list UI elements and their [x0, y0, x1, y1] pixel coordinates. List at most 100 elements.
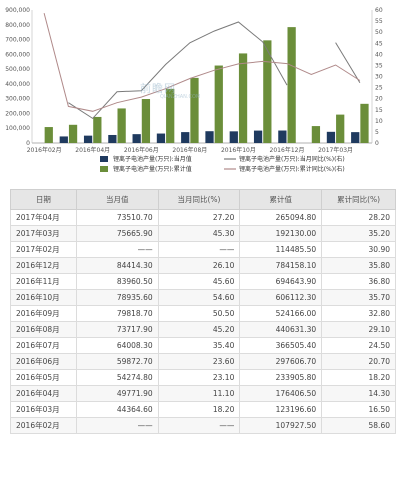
monthly-value-bar	[229, 131, 238, 143]
cumulative-value-bar	[238, 53, 248, 144]
date-cell: 2016年02月	[10, 417, 77, 434]
legend-label: 锂离子电池产量(万只):累计值	[113, 165, 192, 173]
table-row: 2016年07月 64008.30 35.40 366505.40 24.50	[10, 337, 396, 354]
value-cell: 64008.30	[75, 337, 159, 354]
value-cell: 59872.70	[75, 353, 159, 370]
cumulative-value-bar	[141, 99, 151, 143]
value-cell: 54.60	[157, 289, 241, 306]
table-row: 2016年03月 44364.60 18.20 123196.60 16.50	[10, 401, 396, 418]
legend-swatch	[100, 156, 108, 162]
cumulative-yoy-line	[43, 12, 361, 112]
value-cell: 83960.50	[75, 273, 159, 290]
value-cell: 27.20	[157, 209, 241, 226]
value-cell: 36.80	[321, 273, 396, 290]
date-cell: 2016年08月	[10, 321, 77, 338]
table-row: 2017年04月 73510.70 27.20 265094.80 28.20	[10, 209, 396, 226]
left-tick-label: 0	[26, 140, 30, 147]
monthly-value-bar	[278, 130, 287, 143]
table-row: 2016年06月 59872.70 23.60 297606.70 20.70	[10, 353, 396, 370]
table-row: 2016年05月 54274.80 23.10 233905.80 18.20	[10, 369, 396, 386]
value-cell: ——	[75, 241, 159, 258]
right-tick-label: 5	[375, 129, 379, 136]
cumulative-value-bar	[263, 40, 272, 143]
value-cell: 29.10	[321, 321, 396, 338]
chart-area: 0 100,000 200,000 300,000 400,000 500,000 600,…	[0, 0, 402, 186]
column-header: 日期	[10, 189, 77, 210]
x-tick-label: 2017年03月	[318, 146, 353, 154]
monthly-value-bar	[156, 133, 166, 143]
column-header: 累计值	[239, 189, 323, 210]
x-tick-label: 2016年06月	[124, 146, 159, 154]
cumulative-value-bar	[44, 127, 53, 143]
value-cell: 26.10	[157, 257, 241, 274]
x-tick-label: 2016年12月	[270, 146, 305, 154]
date-cell: 2017年03月	[10, 225, 77, 242]
date-cell: 2016年06月	[10, 353, 77, 370]
monthly-value-bar	[351, 132, 360, 143]
date-cell: 2016年09月	[10, 305, 77, 322]
value-cell: 73510.70	[75, 209, 159, 226]
value-cell: 18.20	[321, 369, 396, 386]
value-cell: 18.20	[157, 401, 241, 418]
date-cell: 2016年10月	[10, 289, 77, 306]
value-cell: ——	[157, 417, 241, 434]
right-tick-label: 25	[375, 85, 383, 92]
legend-label: 锂离子电池产量(万只):累计同比(%)(右)	[239, 165, 345, 173]
table-row: 2016年10月 78935.60 54.60 606112.30 35.70	[10, 289, 396, 306]
monthly-value-bar	[205, 131, 214, 143]
column-header: 累计同比(%)	[321, 189, 396, 210]
monthly-yoy-line	[68, 21, 361, 120]
monthly-value-bar	[253, 130, 263, 143]
monthly-value-bar	[59, 136, 68, 143]
value-cell: 58.60	[321, 417, 396, 434]
left-tick-label: 200,000	[5, 110, 30, 117]
right-tick-label: 0	[375, 140, 379, 147]
cumulative-value-bar	[360, 103, 369, 143]
value-cell: ——	[75, 417, 159, 434]
cumulative-value-bar	[336, 114, 345, 143]
right-tick-label: 10	[375, 118, 383, 125]
monthly-value-bar	[108, 134, 117, 143]
left-tick-label: 900,000	[5, 7, 30, 14]
value-cell: 32.80	[321, 305, 396, 322]
cumulative-value-bar	[166, 88, 175, 143]
legend-swatch	[100, 166, 108, 172]
monthly-value-bar	[181, 132, 190, 143]
value-cell: 16.50	[321, 401, 396, 418]
table-row: 2016年09月 79818.70 50.50 524166.00 32.80	[10, 305, 396, 322]
value-cell: 79818.70	[75, 305, 159, 322]
table-body: 2017年04月 73510.70 27.20 265094.80 28.20 2017年…	[10, 209, 396, 434]
value-cell: 73717.90	[75, 321, 159, 338]
date-cell: 2016年04月	[10, 385, 77, 402]
value-cell: 84414.30	[75, 257, 159, 274]
left-tick-label: 500,000	[5, 66, 30, 73]
cumulative-value-bar	[93, 116, 102, 143]
cumulative-value-bar	[287, 27, 296, 143]
value-cell: 35.20	[321, 225, 396, 242]
watermark-logo: 前瞻网	[140, 82, 176, 95]
monthly-value-bar	[132, 134, 141, 143]
table-row: 2016年11月 83960.50 45.60 694643.90 36.80	[10, 273, 396, 290]
right-tick-label: 50	[375, 29, 383, 36]
legend-label: 锂离子电池产量(万只):当月值	[113, 155, 192, 163]
value-cell: 297606.70	[239, 353, 323, 370]
date-cell: 2017年02月	[10, 241, 77, 258]
value-cell: 107927.50	[239, 417, 323, 434]
right-tick-label: 35	[375, 62, 383, 69]
right-tick-label: 55	[375, 18, 383, 25]
value-cell: 28.20	[321, 209, 396, 226]
value-cell: 123196.60	[239, 401, 323, 418]
cumulative-value-bar	[214, 65, 223, 143]
right-tick-label: 40	[375, 51, 383, 58]
date-cell: 2016年07月	[10, 337, 77, 354]
value-cell: 45.30	[157, 225, 241, 242]
value-cell: 24.50	[321, 337, 396, 354]
value-cell: 20.70	[321, 353, 396, 370]
value-cell: 114485.50	[239, 241, 323, 258]
data-table: 日期 当月值 当月同比(%) 累计值 累计同比(%) 2017年04月 73510.70 2…	[10, 189, 396, 434]
value-cell: 35.80	[321, 257, 396, 274]
table-row: 2016年04月 49771.90 11.10 176406.50 14.30	[10, 385, 396, 402]
x-tick-label: 2016年10月	[221, 146, 256, 154]
value-cell: 50.50	[157, 305, 241, 322]
left-tick-label: 400,000	[5, 81, 30, 88]
